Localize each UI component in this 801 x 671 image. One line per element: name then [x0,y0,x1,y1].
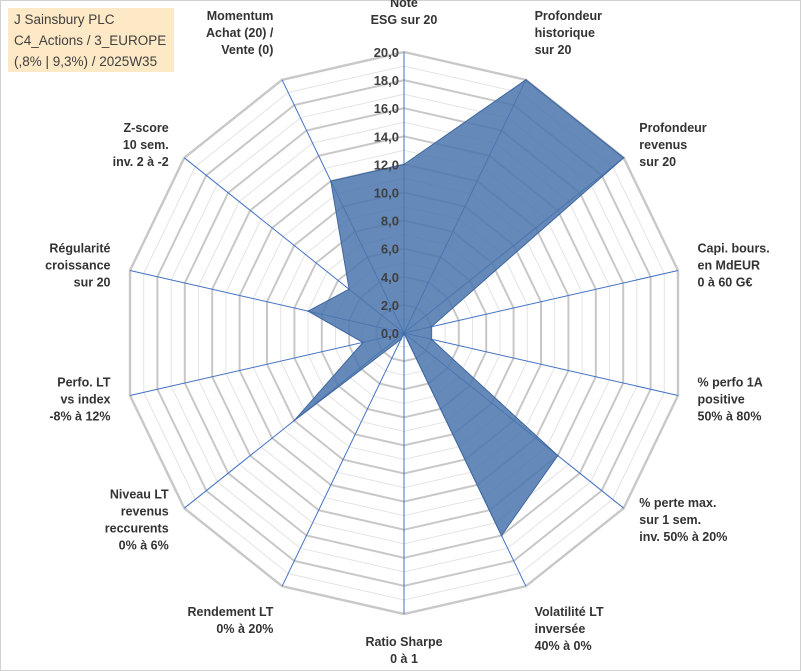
axis-label-line: Profondeur [639,121,706,135]
title-line-category: C4_Actions / 3_EUROPE [14,33,167,48]
axis-label-line: revenus [121,505,169,519]
axis-label-line: vs index [60,393,110,407]
data-point [403,332,405,334]
tick-label: 18,0 [374,73,399,88]
axis-label: Rendement LT 0% à 20% [188,605,274,636]
axis-spoke [281,332,405,587]
data-series-area [293,79,625,537]
axis-label-line: positive [698,393,745,407]
axis-label-line: Profondeur [535,9,602,23]
tick-label: 2,0 [381,298,399,313]
data-point [307,310,309,312]
axis-label: Profondeur historique sur 20 [535,9,602,57]
axis-label-line: Rendement LT [188,605,274,619]
axis-label-line: croissance [45,259,110,273]
axis-label-line: Volatilité LT [535,605,604,619]
axis-label: Régularité croissance sur 20 [45,242,110,290]
axis-label-line: 40% à 0% [535,639,592,653]
tick-label: 16,0 [374,101,399,116]
title-line-company: J Sainsbury PLC [14,12,115,27]
title-line-period: (,8% | 9,3%) / 2025W35 [14,54,158,69]
axis-label-line: inv. 50% à 20% [639,530,727,544]
axis-label-line: sur 1 sem. [639,513,701,527]
axis-label: Note ESG sur 20 [371,0,438,27]
axis-label-line: Ratio Sharpe [365,635,442,649]
axis-label-line: historique [535,26,595,40]
axis-spoke [403,270,679,334]
data-point [525,79,527,81]
axis-label: Momentum Achat (20) / Vente (0) [206,9,274,57]
axis-label-line: Perfo. LT [57,376,111,390]
axis-label-line: sur 20 [74,276,111,290]
tick-label: 12,0 [374,157,399,172]
tick-label: 8,0 [381,214,399,229]
data-point [430,338,433,341]
data-point [400,338,402,341]
axis-label-line: sur 20 [535,43,572,57]
axis-label-line: revenus [639,138,687,152]
axis-label-line: Note [390,0,418,10]
data-point [348,288,350,291]
axis-label-line: 0 à 1 [390,652,418,666]
axis-label-line: % perfo 1A [698,376,763,390]
axis-label: Z-score 10 sem. inv. 2 à -2 [113,121,169,169]
axis-label: % perfo 1A positive 50% à 80% [698,376,763,424]
tick-label: 4,0 [381,270,399,285]
axis-label-line: Régularité [49,242,110,256]
data-point [362,341,364,344]
axis-label: Niveau LT revenus reccurents 0% à 6% [105,488,169,553]
axis-label-line: reccurents [105,522,169,536]
tick-label: 10,0 [374,186,399,201]
axis-label-line: en MdEUR [698,259,761,273]
axis-label-line: 10 sem. [123,138,169,152]
chart-title-box: J Sainsbury PLC C4_Actions / 3_EUROPE (,… [8,8,174,72]
axis-label-line: -8% à 12% [49,410,110,424]
axis-label-line: Achat (20) / [206,26,274,40]
data-point [622,157,625,159]
axis-label-line: sur 20 [639,155,676,169]
axis-label: Capi. bours. en MdEUR 0 à 60 G€ [698,242,770,290]
axis-label: Volatilité LT inversée 40% à 0% [535,605,604,653]
data-point [500,534,503,537]
axis-label-line: % perte max. [639,496,716,510]
axis-label-line: 0 à 60 G€ [698,276,753,290]
axis-label: % perte max. sur 1 sem. inv. 50% à 20% [639,496,727,544]
tick-label: 6,0 [381,242,399,257]
axis-label: Perfo. LT vs index -8% à 12% [49,376,111,424]
axis-label-line: 50% à 80% [698,410,762,424]
axis-label-line: Z-score [124,121,169,135]
axis-label-line: 0% à 6% [119,539,169,553]
tick-label: 14,0 [374,129,399,144]
tick-label: 0,0 [381,326,399,341]
data-point [293,419,296,422]
axis-label: Profondeur revenus sur 20 [639,121,706,169]
axis-label-line: Niveau LT [110,488,169,502]
data-point [403,163,405,166]
axis-label-line: Vente (0) [221,43,273,57]
axis-label-line: 0% à 20% [216,622,273,636]
axis-label-line: inversée [535,622,586,636]
axis-label: Ratio Sharpe 0 à 1 [365,635,442,666]
axis-label-line: Momentum [207,9,274,23]
data-point [430,325,433,328]
axis-label-line: inv. 2 à -2 [113,155,169,169]
tick-label: 20,0 [374,45,399,60]
data-point [557,454,559,457]
data-point [330,180,332,182]
axis-spoke [403,332,679,396]
axis-label-line: Capi. bours. [698,242,770,256]
axis-label-line: ESG sur 20 [371,13,438,27]
axis-spoke [129,332,405,396]
